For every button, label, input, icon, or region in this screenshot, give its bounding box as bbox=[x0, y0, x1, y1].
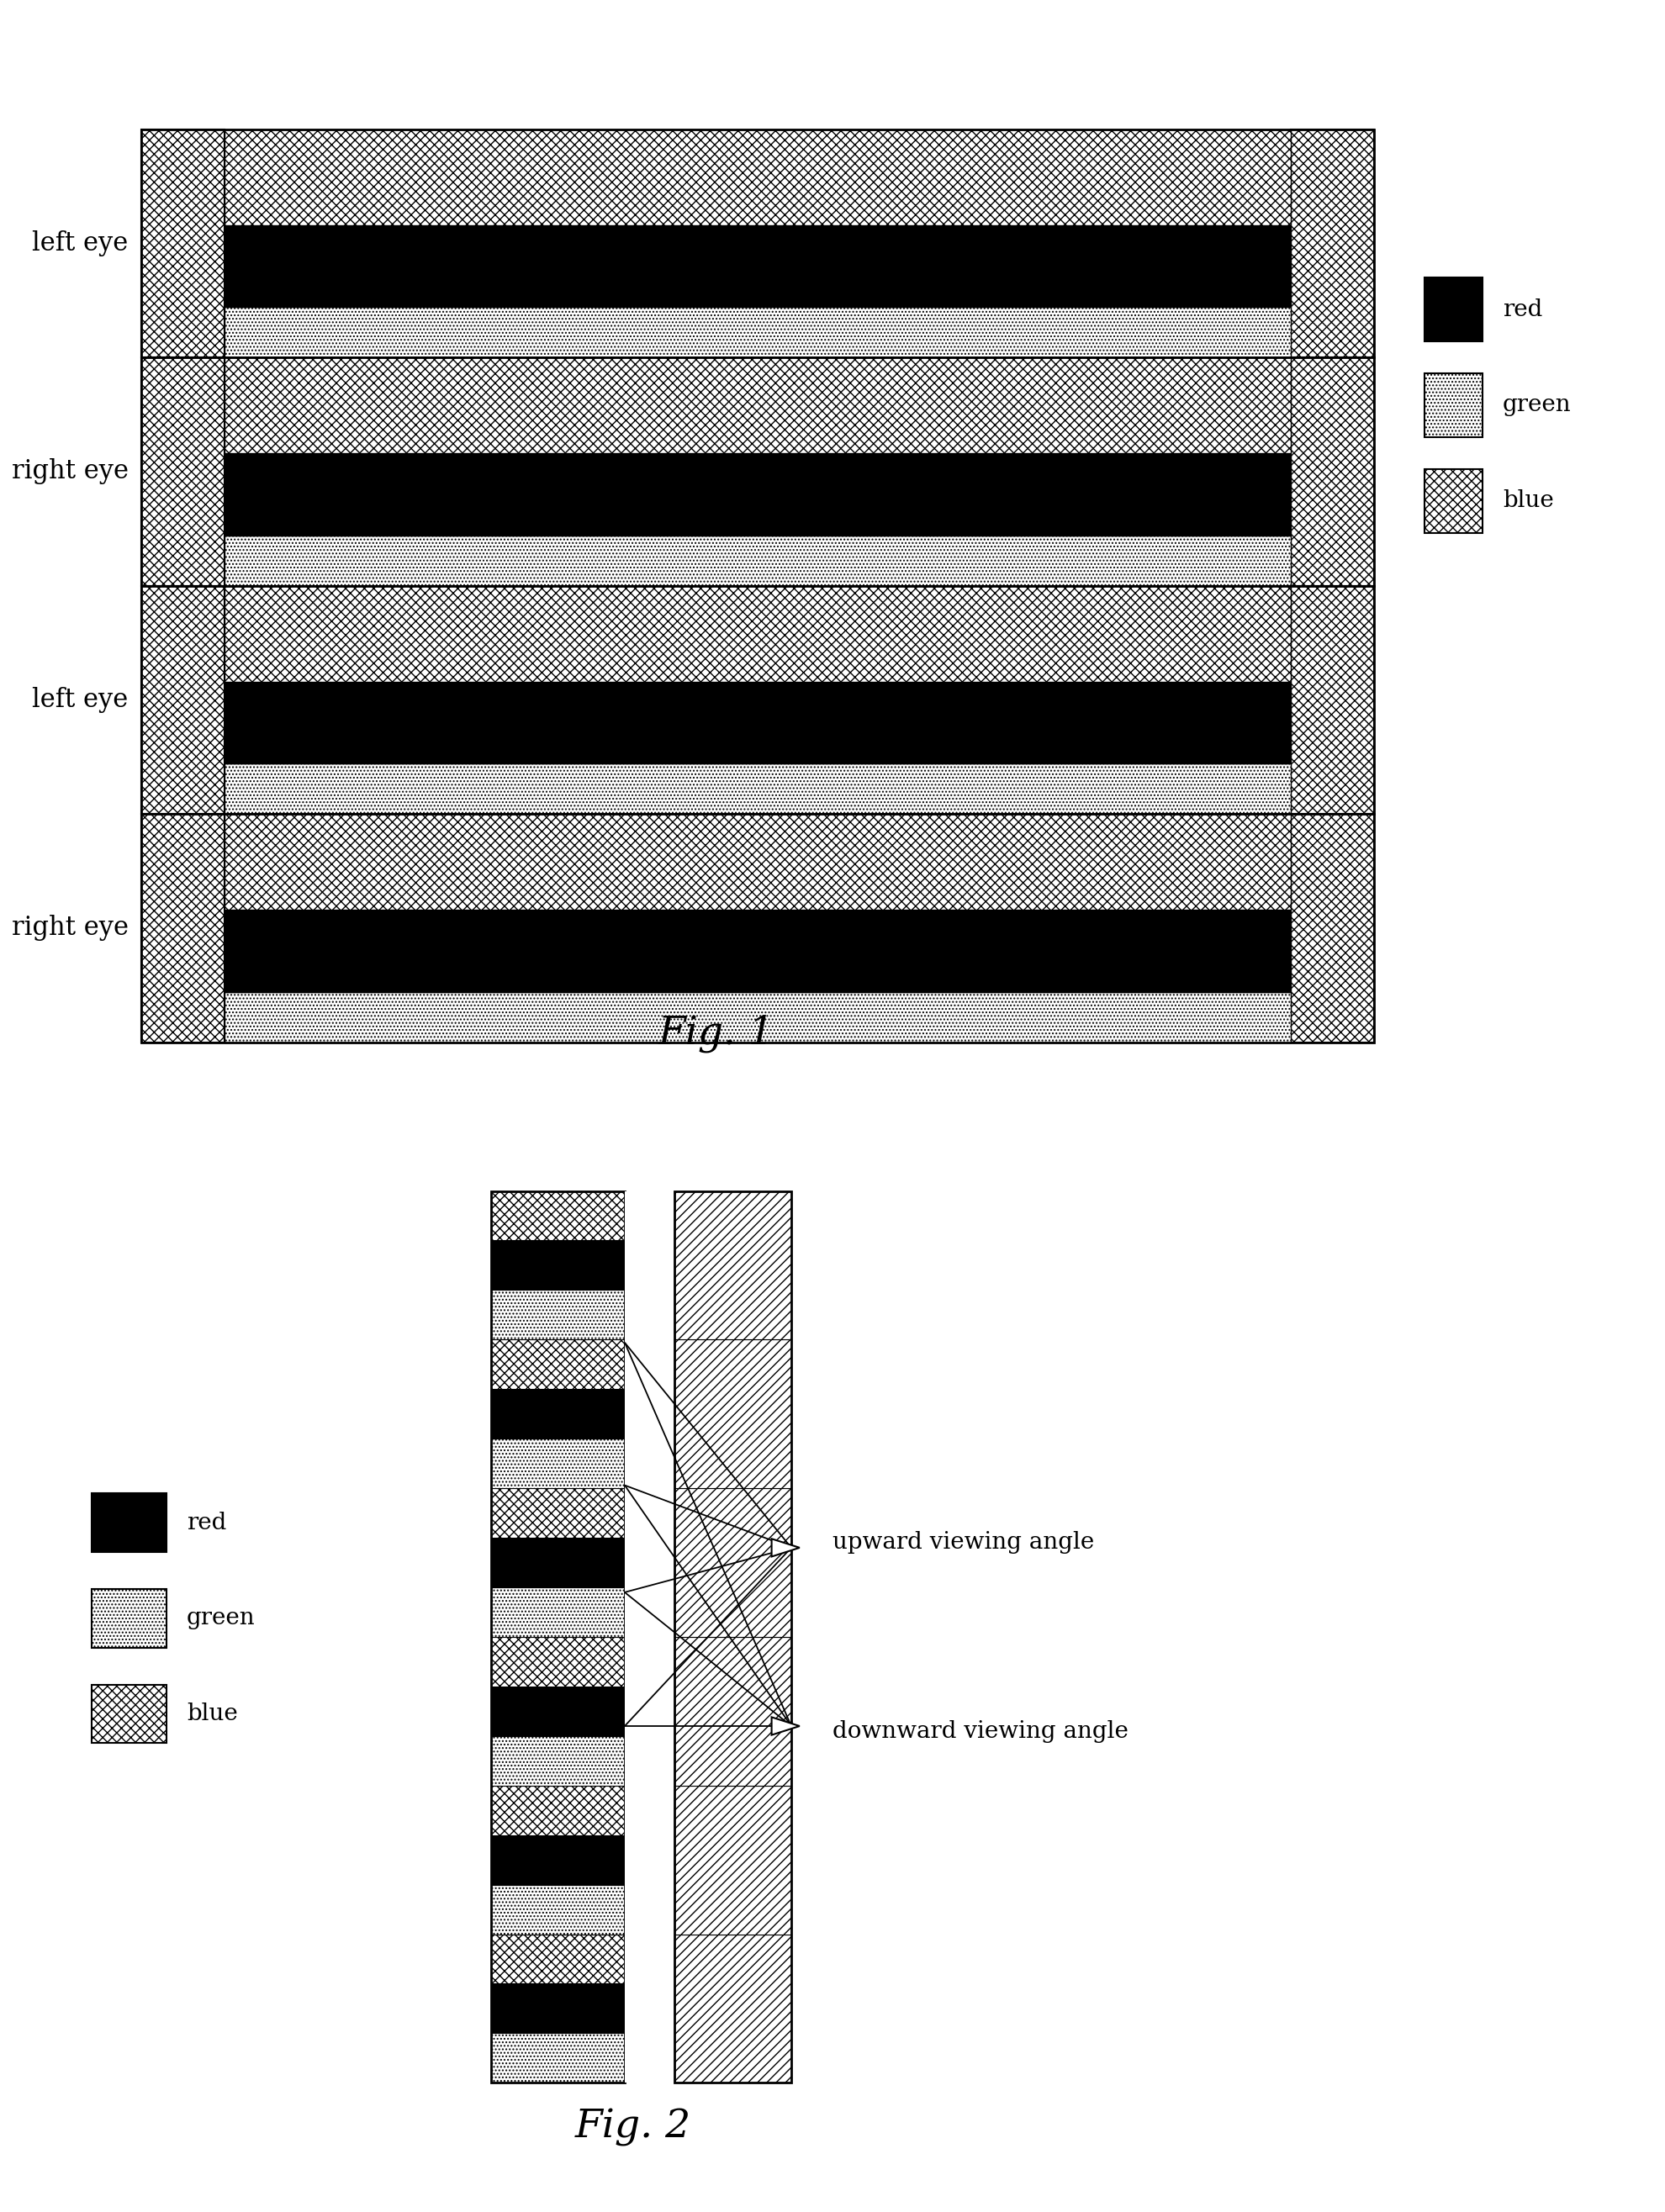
Text: right eye: right eye bbox=[12, 458, 128, 484]
Bar bbox=[491, 1836, 624, 1885]
Bar bbox=[92, 1493, 166, 1553]
Polygon shape bbox=[771, 1540, 799, 1557]
Bar bbox=[225, 226, 1290, 307]
Bar bbox=[1424, 374, 1482, 438]
Bar bbox=[1424, 279, 1482, 341]
Bar bbox=[491, 1190, 624, 2084]
Bar bbox=[491, 1933, 624, 1984]
Bar bbox=[225, 128, 1290, 226]
Bar bbox=[674, 1933, 791, 2084]
Bar bbox=[491, 1489, 624, 1537]
Bar bbox=[491, 1340, 624, 1389]
Bar bbox=[674, 1340, 791, 1489]
Bar bbox=[225, 535, 1290, 586]
Text: blue: blue bbox=[1502, 489, 1553, 513]
Bar bbox=[491, 1588, 624, 1637]
Bar bbox=[674, 1489, 791, 1637]
Bar bbox=[92, 1588, 166, 1648]
Bar bbox=[225, 814, 1290, 909]
Bar bbox=[674, 1190, 791, 2084]
Bar bbox=[225, 453, 1290, 535]
Bar bbox=[491, 1389, 624, 1438]
Bar bbox=[491, 1438, 624, 1489]
Text: Fig. 1: Fig. 1 bbox=[658, 1015, 774, 1053]
Text: right eye: right eye bbox=[12, 916, 128, 940]
Bar bbox=[491, 1785, 624, 1836]
Text: blue: blue bbox=[186, 1703, 238, 1725]
Bar bbox=[491, 2033, 624, 2084]
Text: red: red bbox=[186, 1511, 226, 1535]
Bar bbox=[674, 1637, 791, 1785]
Text: upward viewing angle: upward viewing angle bbox=[832, 1531, 1094, 1553]
Bar bbox=[92, 1686, 166, 1743]
Bar bbox=[491, 1190, 624, 1241]
Bar bbox=[674, 1190, 791, 1340]
Text: downward viewing angle: downward viewing angle bbox=[832, 1721, 1129, 1743]
Bar bbox=[225, 909, 1290, 991]
Bar bbox=[1290, 586, 1374, 814]
Bar bbox=[142, 814, 1374, 1042]
Bar bbox=[1290, 358, 1374, 586]
Text: left eye: left eye bbox=[32, 230, 128, 257]
Text: Fig. 2: Fig. 2 bbox=[574, 2108, 691, 2146]
Bar bbox=[225, 586, 1290, 681]
Bar bbox=[142, 814, 225, 1042]
Text: left eye: left eye bbox=[32, 688, 128, 712]
Bar bbox=[142, 128, 1374, 358]
Text: green: green bbox=[1502, 394, 1570, 416]
Bar bbox=[674, 1785, 791, 1933]
Bar bbox=[225, 358, 1290, 453]
Bar bbox=[225, 991, 1290, 1042]
Bar bbox=[491, 1736, 624, 1785]
Bar bbox=[225, 307, 1290, 358]
Text: red: red bbox=[1502, 299, 1542, 321]
Bar bbox=[225, 681, 1290, 763]
Bar bbox=[142, 358, 1374, 586]
Bar bbox=[624, 1190, 674, 2084]
Polygon shape bbox=[771, 1717, 799, 1734]
Bar bbox=[225, 763, 1290, 814]
Bar bbox=[1290, 128, 1374, 358]
Bar bbox=[142, 586, 225, 814]
Bar bbox=[142, 586, 1374, 814]
Bar bbox=[491, 1637, 624, 1686]
Bar bbox=[491, 1686, 624, 1736]
Bar bbox=[142, 358, 225, 586]
Bar bbox=[491, 1885, 624, 1933]
Bar bbox=[491, 1290, 624, 1340]
Bar bbox=[491, 1241, 624, 1290]
Bar bbox=[142, 128, 225, 358]
Bar bbox=[1424, 469, 1482, 533]
Bar bbox=[491, 1537, 624, 1588]
Bar bbox=[1290, 814, 1374, 1042]
Text: green: green bbox=[186, 1606, 255, 1630]
Bar bbox=[491, 1984, 624, 2033]
